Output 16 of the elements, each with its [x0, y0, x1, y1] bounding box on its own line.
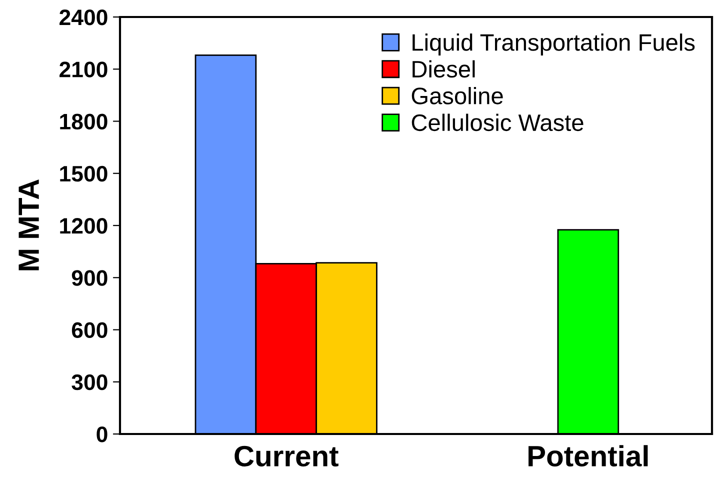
legend-label: Gasoline [412, 86, 503, 104]
y-tick-label: 1200 [60, 218, 108, 234]
y-tick-label: 0 [96, 426, 108, 442]
legend-label: Cellulosic Waste [412, 114, 584, 132]
y-axis-title: M MTA [18, 180, 39, 270]
y-tick-label: 2400 [60, 10, 108, 26]
y-tick-label: 2100 [60, 62, 108, 78]
y-tick-label: 300 [72, 374, 108, 390]
y-tick-label: 900 [72, 270, 108, 286]
legend-label: Liquid Transportation Fuels [412, 34, 695, 56]
legend-label: Diesel [412, 60, 475, 78]
x-tick-label: Potential [528, 445, 648, 467]
y-tick-label: 1500 [60, 166, 108, 182]
y-tick-label: 1800 [60, 114, 108, 130]
x-tick-label: Current [234, 446, 338, 467]
y-tick-label: 600 [72, 322, 108, 338]
